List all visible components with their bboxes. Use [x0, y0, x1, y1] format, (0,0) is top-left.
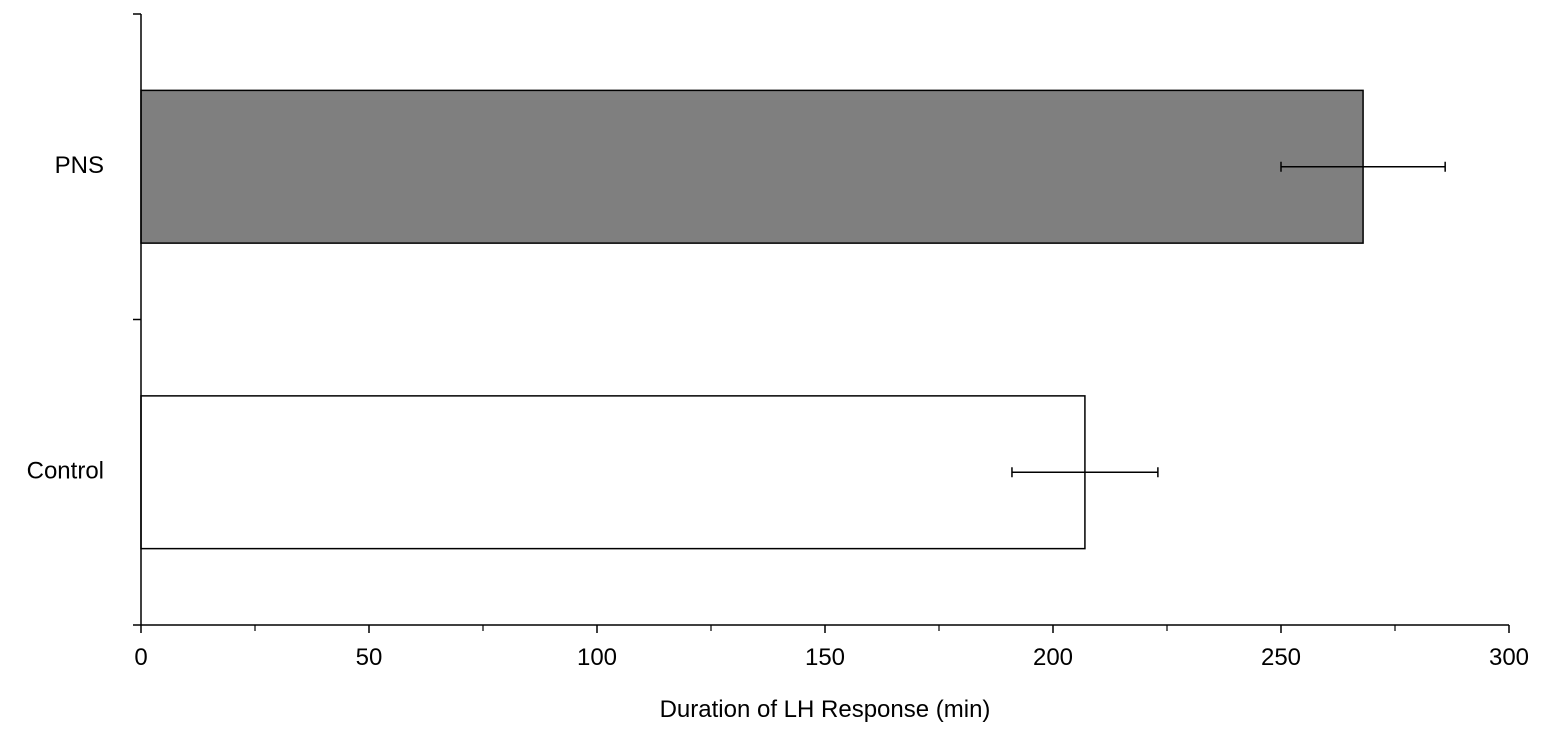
- bar-pns: [140, 89, 1364, 244]
- x-tick-label-250: 250: [1261, 644, 1301, 671]
- category-label-control: Control: [27, 458, 104, 485]
- x-tick-label-100: 100: [577, 644, 617, 671]
- labels-layer: PNS Control 0 50 100 150 200 250 300: [27, 152, 1529, 671]
- ticks-layer: [133, 13, 1510, 633]
- x-axis-title: Duration of LH Response (min): [660, 696, 991, 723]
- bar-control: [140, 395, 1086, 550]
- x-tick-label-0: 0: [134, 644, 147, 671]
- error-bars-layer: [1011, 161, 1446, 478]
- x-tick-label-200: 200: [1033, 644, 1073, 671]
- category-label-pns: PNS: [55, 152, 104, 179]
- x-tick-label-150: 150: [805, 644, 845, 671]
- x-tick-label-50: 50: [356, 644, 383, 671]
- bars-layer: [140, 89, 1364, 550]
- x-tick-label-300: 300: [1489, 644, 1529, 671]
